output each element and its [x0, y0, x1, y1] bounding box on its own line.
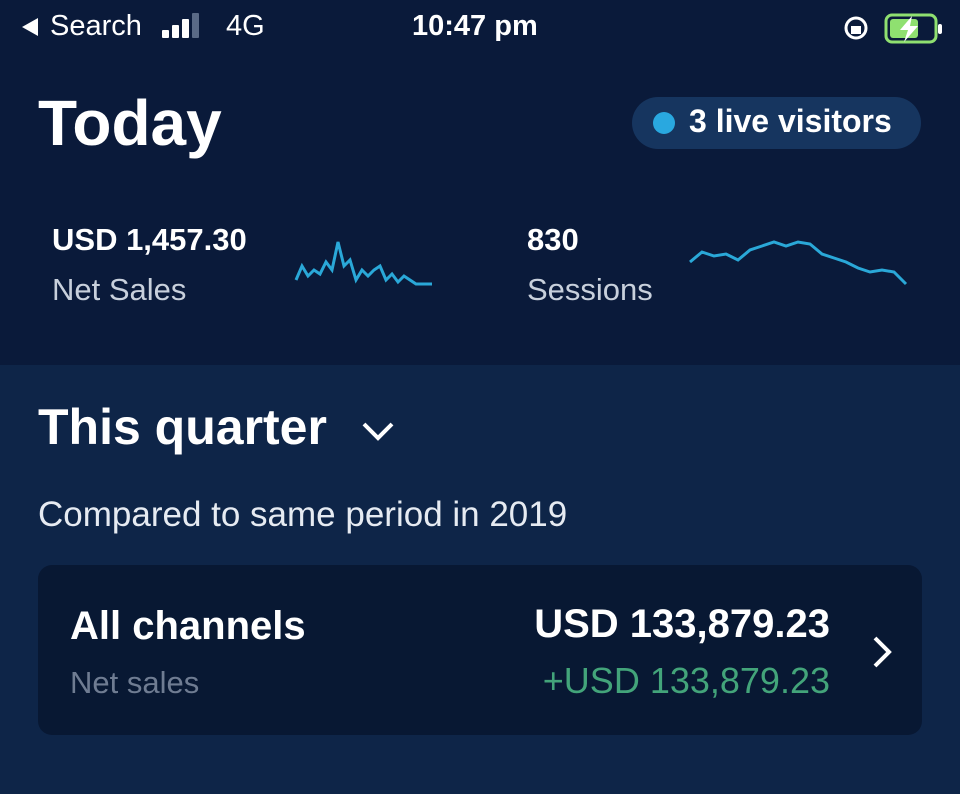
- channels-card[interactable]: [38, 565, 922, 735]
- status-icons: [844, 13, 942, 44]
- signal-icon: [162, 13, 199, 38]
- network-label: 4G: [226, 10, 265, 42]
- today-section: [0, 0, 960, 365]
- sessions-label: Sessions: [527, 272, 653, 307]
- back-label[interactable]: Search: [50, 10, 142, 42]
- card-title: All channels: [70, 604, 306, 648]
- sessions-value: 830: [527, 222, 579, 257]
- sessions-sparkline: [689, 240, 908, 286]
- back-arrow-icon: [22, 18, 38, 36]
- comparison-text: Compared to same period in 2019: [38, 495, 568, 534]
- live-visitors-pill[interactable]: [632, 97, 921, 149]
- clock: 10:47 pm: [412, 10, 538, 42]
- today-title: Today: [38, 87, 222, 159]
- card-change: +USD 133,879.23: [542, 660, 830, 701]
- net-sales-label: Net Sales: [52, 272, 187, 307]
- card-chevron: [873, 636, 892, 668]
- card-value: USD 133,879.23: [534, 602, 830, 646]
- net-sales-sparkline: [294, 241, 432, 286]
- card-subtitle: Net sales: [70, 665, 200, 700]
- live-dot: [653, 112, 675, 134]
- dropdown-chevron[interactable]: [360, 418, 396, 442]
- live-visitors-label: 3 live visitors: [689, 103, 892, 139]
- quarter-title[interactable]: This quarter: [38, 399, 327, 455]
- net-sales-value: USD 1,457.30: [52, 222, 247, 257]
